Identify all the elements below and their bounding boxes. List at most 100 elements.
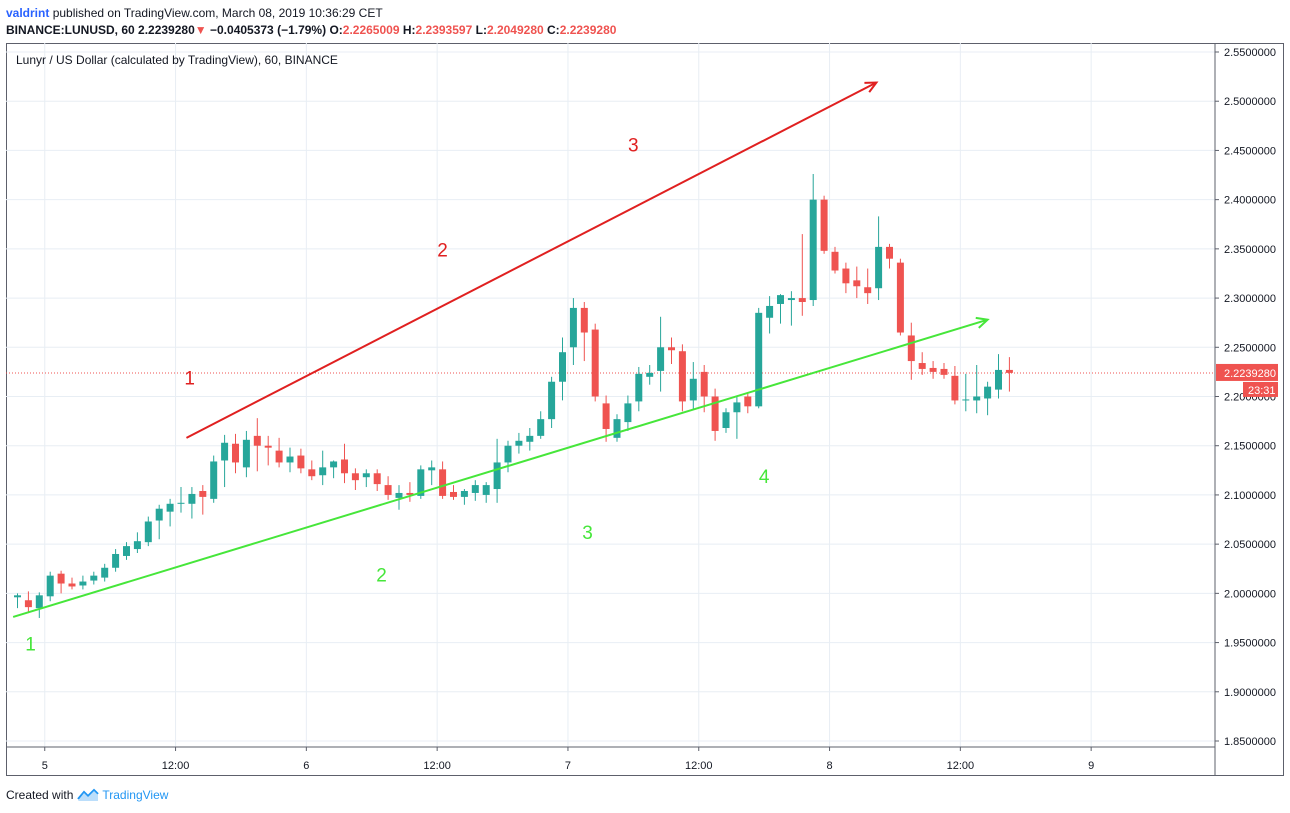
candle-body <box>275 450 283 463</box>
upper-trendline-arrow-icon <box>864 81 879 93</box>
candle-body <box>537 419 545 436</box>
candle-down <box>820 195 828 254</box>
candle-down <box>591 323 599 402</box>
candle-body <box>929 367 937 372</box>
time-tick-label: 12:00 <box>162 760 190 772</box>
candle-down <box>253 418 261 472</box>
candle-body <box>515 440 523 446</box>
candle-down <box>439 461 447 499</box>
candle-body <box>700 371 708 397</box>
candle-body <box>842 268 850 284</box>
candle-up <box>657 316 665 392</box>
candle-up <box>460 489 468 505</box>
price-tick-label: 2.0000000 <box>1224 588 1276 600</box>
open-value: 2.2265009 <box>342 23 400 37</box>
candle-up <box>188 487 196 519</box>
candle-body <box>875 246 883 289</box>
candle-body <box>689 378 697 401</box>
candle-body <box>395 492 403 498</box>
candle-body <box>940 368 948 375</box>
candle-down <box>373 469 381 491</box>
trendlines[interactable] <box>12 81 990 618</box>
candle-down <box>602 395 610 442</box>
candle-body <box>678 351 686 402</box>
price-tick-label: 1.9500000 <box>1224 638 1276 650</box>
candle-down <box>940 363 948 379</box>
candle-up <box>362 469 370 488</box>
candle-up <box>123 542 130 560</box>
price-tick-label: 2.3500000 <box>1224 244 1276 256</box>
time-tick-label: 7 <box>565 760 571 772</box>
candle-down <box>199 485 207 515</box>
footer: Created with TradingView <box>6 788 168 802</box>
candle-down <box>297 448 305 474</box>
candle-up <box>787 291 795 326</box>
candle-up <box>112 549 120 572</box>
wave-label-lower-1: 1 <box>25 634 36 655</box>
lower-trendline-arrow-icon <box>975 316 990 329</box>
candle-body <box>14 595 21 598</box>
candle-up <box>101 563 109 582</box>
price-tick-label: 2.4500000 <box>1224 145 1276 157</box>
candle-body <box>210 461 218 499</box>
candle-body <box>493 462 501 490</box>
low-label: L: <box>475 23 487 37</box>
wave-label-lower-4: 4 <box>759 467 770 488</box>
candle-body <box>766 305 774 318</box>
price-tick-label: 1.8500000 <box>1224 736 1276 748</box>
tradingview-brand[interactable]: TradingView <box>102 788 169 802</box>
candle-up <box>330 460 338 479</box>
candle-up <box>777 294 784 324</box>
candle-body <box>602 403 610 429</box>
candle-body <box>580 307 588 333</box>
candle-down <box>678 344 686 412</box>
candle-down <box>450 485 457 500</box>
candle-body <box>635 373 643 402</box>
candle-up <box>286 447 294 473</box>
candle-body <box>798 298 806 303</box>
candle-down <box>929 361 937 379</box>
candle-down <box>406 482 414 502</box>
publish-date: published on TradingView.com, March 08, … <box>52 6 383 20</box>
candle-down <box>886 243 893 269</box>
author-name[interactable]: valdrint <box>6 6 50 20</box>
candle-up <box>428 460 436 486</box>
candle-body <box>286 456 294 463</box>
candle-body <box>820 199 828 251</box>
candle-down <box>864 268 872 304</box>
time-tick-label: 12:00 <box>947 760 975 772</box>
wave-label-upper-2: 2 <box>437 241 448 262</box>
candle-up <box>559 337 566 401</box>
countdown-badge <box>1243 381 1278 397</box>
candle-body <box>907 335 915 362</box>
candle-down <box>700 365 708 413</box>
candle-down <box>264 435 272 466</box>
candle-body <box>471 485 479 493</box>
candle-body <box>559 352 566 382</box>
price-axis[interactable]: 2.5500000 2.5000000 2.4500000 2.4000000 2.35… <box>1215 47 1278 748</box>
candle-up <box>733 396 741 439</box>
candle-up <box>569 298 577 366</box>
price-tick-label: 2.1500000 <box>1224 441 1276 453</box>
candle-up <box>79 575 87 590</box>
time-axis[interactable]: 5 12:00 6 12:00 7 12:00 8 12:00 9 <box>42 747 1095 772</box>
candle-up <box>395 485 403 510</box>
candle-body <box>722 412 730 428</box>
tradingview-logo-icon <box>77 788 100 801</box>
candle-body <box>90 575 98 581</box>
lower-trendline[interactable] <box>12 318 988 618</box>
candle-body <box>733 402 741 413</box>
candle-body <box>319 467 327 476</box>
candle-up <box>90 571 98 585</box>
candle-body <box>199 490 207 497</box>
candle-down <box>918 352 926 375</box>
last-price: 2.2239280 <box>138 23 195 37</box>
candle-down <box>1005 357 1013 392</box>
chart-title: Lunyr / US Dollar (calculated by Trading… <box>16 53 338 67</box>
candle-body <box>144 521 152 543</box>
candle-down <box>711 388 719 441</box>
upper-trendline[interactable] <box>185 81 877 439</box>
candle-body <box>68 583 76 587</box>
candle-body <box>504 445 512 463</box>
